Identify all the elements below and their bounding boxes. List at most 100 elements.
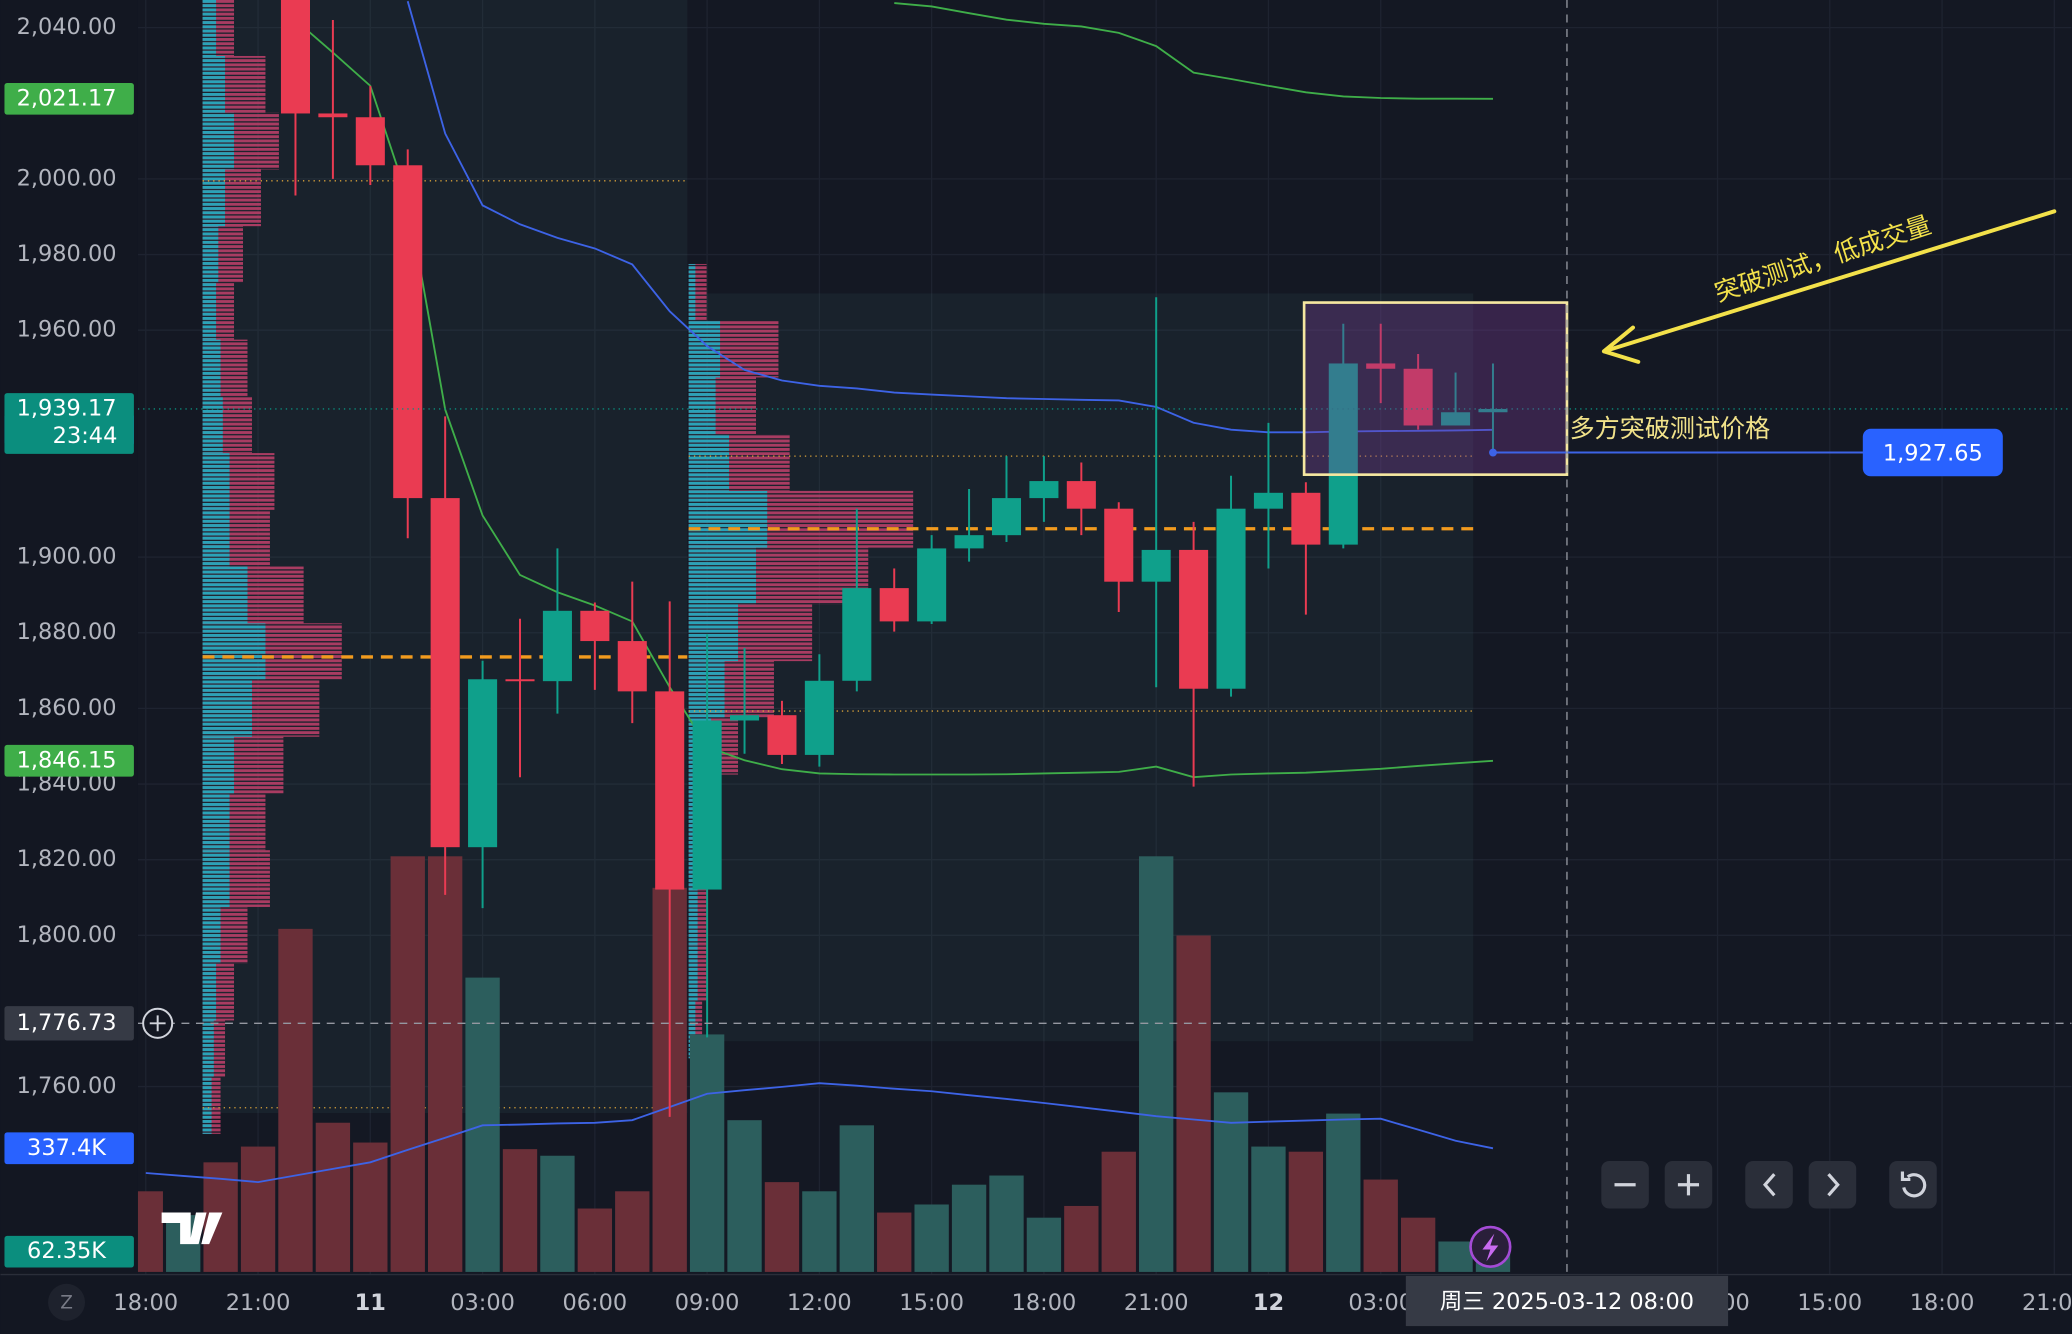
y-tick-label: 1,800.00	[17, 922, 117, 948]
volume-bar	[427, 856, 463, 1272]
volume-bar	[951, 1184, 987, 1272]
nav-buttons	[1601, 1160, 1937, 1209]
x-tick-label: 18:00	[1012, 1290, 1077, 1316]
candle-body	[1104, 508, 1134, 582]
candle-body	[1141, 549, 1171, 582]
volume-bar	[839, 1125, 874, 1272]
candle-body	[355, 117, 385, 166]
volume-bar	[1026, 1217, 1062, 1272]
x-tick-label: 12:00	[787, 1290, 852, 1316]
profile-row-up	[688, 490, 768, 548]
profile-row-up	[688, 377, 716, 435]
volume-bar	[1139, 856, 1174, 1272]
price-badge-bg	[4, 393, 134, 454]
candle-body	[1403, 368, 1433, 426]
candle-body	[991, 498, 1022, 536]
y-tick-label: 1,960.00	[17, 317, 117, 343]
profile-row-up	[202, 169, 226, 227]
volume-bar	[1363, 1179, 1398, 1272]
candle-body	[468, 679, 498, 848]
profile-row-up	[688, 263, 696, 321]
candle-body	[692, 720, 722, 890]
volume-bar	[615, 1191, 650, 1272]
volume-bar	[727, 1120, 762, 1272]
candle-body	[1366, 363, 1396, 369]
profile-row-up	[688, 434, 730, 491]
price-axis	[0, 0, 138, 1275]
profile-row-up	[688, 604, 739, 662]
y-tick-label: 1,860.00	[17, 695, 117, 721]
y-tick-label: 1,880.00	[17, 619, 117, 645]
candle-body	[318, 113, 348, 118]
volume-bar	[315, 1122, 351, 1272]
crosshair-time-label: 周三 2025-03-12 08:00	[1440, 1289, 1694, 1315]
price-badge: 1,939.17	[17, 395, 117, 421]
crosshair-price-bg	[4, 1006, 134, 1041]
x-tick-label: 15:00	[899, 1290, 964, 1316]
candle-body	[804, 680, 834, 755]
price-badge: 1,846.15	[17, 747, 117, 773]
profile-row-up	[202, 680, 252, 737]
x-tick-label: 11	[355, 1290, 386, 1316]
candle-body	[1029, 481, 1059, 499]
indicator-line	[294, 19, 1494, 779]
price-badge: 62.35K	[27, 1238, 107, 1264]
lightning-button[interactable]	[1469, 1225, 1512, 1268]
volume-bar	[1438, 1241, 1473, 1272]
price-badge-bg	[4, 1235, 134, 1268]
profile-row-up	[202, 963, 217, 1021]
profile-row-up	[688, 547, 756, 605]
x-tick-label: 21:00	[2022, 1290, 2072, 1316]
volume-bar	[1101, 1151, 1136, 1272]
candle-body	[542, 610, 572, 682]
profile-row-up	[202, 282, 217, 340]
profile-row-up	[202, 226, 219, 283]
volume-bar	[689, 1034, 725, 1272]
add-alert-button[interactable]	[142, 1007, 174, 1039]
price-badge-bg	[4, 82, 134, 115]
profile-row-up	[202, 0, 217, 56]
candle-body	[280, 0, 311, 114]
volume-bar	[1176, 935, 1211, 1272]
profile-row-up	[202, 566, 248, 624]
profile-row-up	[202, 1077, 212, 1134]
price-line-anchor	[1489, 448, 1497, 457]
y-tick-label: 1,980.00	[17, 241, 117, 267]
volume-bar	[390, 856, 425, 1272]
zoom-in-button[interactable]	[1664, 1160, 1713, 1209]
add-alert-plus	[149, 1015, 166, 1032]
reset-button[interactable]	[1889, 1160, 1937, 1209]
profile-row-up	[202, 55, 226, 113]
volume-bar	[577, 1208, 613, 1272]
candle-body	[1291, 492, 1321, 545]
timezone-button[interactable]: Z	[48, 1283, 86, 1321]
annotation-box	[1302, 301, 1569, 476]
candle-body	[1253, 492, 1283, 509]
indicator-line	[894, 2, 1493, 100]
candle-body	[505, 679, 535, 682]
x-tick-label: 09:00	[675, 1290, 740, 1316]
volume-bar	[240, 1146, 276, 1272]
crosshair-time-bg	[1405, 1275, 1729, 1327]
scroll-right-button[interactable]	[1808, 1160, 1857, 1209]
tv-logo	[161, 1212, 223, 1245]
scroll-left-button[interactable]	[1745, 1160, 1793, 1209]
y-tick-label: 2,000.00	[17, 165, 117, 191]
x-tick-label: 21:00	[1124, 1290, 1189, 1316]
x-tick-label: 21:00	[226, 1290, 291, 1316]
candle-body	[730, 715, 760, 721]
x-tick-label: 03:00	[450, 1290, 515, 1316]
y-tick-label: 2,040.00	[17, 14, 117, 40]
annotation-arrow	[1601, 209, 2057, 364]
candle-body	[954, 535, 984, 549]
profile-row-up	[202, 736, 235, 794]
candle-body	[430, 498, 460, 848]
volume-bar	[764, 1182, 800, 1272]
volume-bar	[1213, 1092, 1249, 1272]
volume-bar	[1064, 1205, 1099, 1272]
profile-row-up	[202, 793, 230, 851]
zoom-out-button[interactable]	[1601, 1160, 1649, 1209]
profile-row-up	[202, 850, 230, 907]
profile-row-up	[202, 906, 221, 964]
